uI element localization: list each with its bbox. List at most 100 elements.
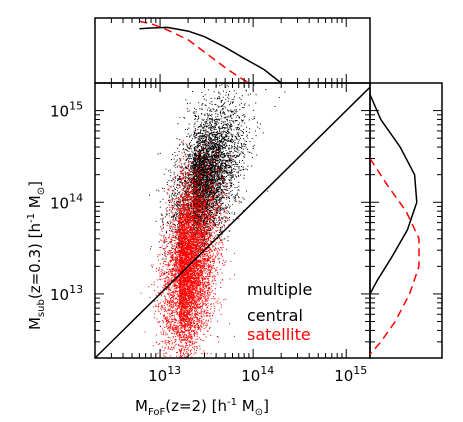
scatter-point — [210, 184, 212, 186]
scatter-point — [173, 192, 175, 194]
scatter-point — [241, 144, 243, 146]
scatter-point — [210, 187, 212, 189]
scatter-point — [202, 152, 204, 154]
scatter-point — [198, 146, 200, 148]
scatter-point — [173, 216, 175, 217]
scatter-point — [207, 151, 209, 153]
scatter-point — [227, 123, 229, 125]
scatter-point — [217, 175, 219, 177]
scatter-point — [216, 212, 218, 214]
scatter-point — [197, 224, 199, 226]
scatter-point — [215, 159, 217, 161]
scatter-point — [199, 144, 201, 146]
scatter-point — [220, 165, 222, 167]
scatter-point — [223, 179, 225, 181]
scatter-point — [190, 165, 192, 167]
scatter-point — [236, 111, 238, 113]
scatter-point — [183, 148, 185, 150]
scatter-point — [202, 212, 204, 214]
scatter-point — [220, 210, 222, 212]
scatter-point — [177, 204, 179, 206]
scatter-point — [214, 167, 216, 169]
scatter-point — [184, 117, 186, 119]
scatter-point — [220, 110, 222, 112]
scatter-point — [243, 107, 245, 108]
scatter-point — [201, 142, 203, 143]
scatter-point — [196, 162, 197, 164]
scatter-point — [210, 129, 212, 131]
scatter-point — [223, 175, 225, 177]
scatter-point — [208, 115, 210, 117]
scatter-point — [206, 144, 208, 146]
scatter-point — [215, 128, 217, 130]
scatter-point — [222, 111, 224, 113]
scatter-point — [174, 215, 176, 216]
scatter-point — [203, 168, 204, 170]
scatter-point — [223, 173, 225, 174]
scatter-point — [198, 155, 200, 157]
scatter-point — [199, 192, 201, 194]
scatter-point — [205, 123, 207, 125]
scatter-point — [210, 222, 212, 224]
scatter-point — [230, 173, 232, 174]
scatter-point — [205, 145, 207, 147]
scatter-point — [218, 144, 220, 146]
scatter-point — [218, 96, 220, 98]
scatter-point — [248, 131, 250, 133]
scatter-point — [193, 161, 195, 162]
right-marginal-panel — [369, 82, 443, 359]
scatter-point — [222, 217, 224, 219]
scatter-point — [169, 169, 171, 171]
scatter-point — [204, 144, 206, 146]
scatter-point — [178, 144, 180, 146]
scatter-point — [166, 231, 167, 233]
scatter-point — [228, 158, 230, 160]
scatter-point — [220, 132, 222, 134]
scatter-point — [230, 175, 232, 176]
scatter-point — [206, 157, 208, 159]
scatter-point — [207, 125, 209, 127]
scatter-point — [199, 179, 201, 181]
scatter-point — [196, 209, 198, 211]
scatter-point — [223, 138, 225, 140]
scatter-point — [211, 207, 213, 209]
scatter-point — [202, 148, 204, 150]
scatter-point — [201, 141, 203, 143]
scatter-point — [240, 174, 241, 176]
scatter-point — [214, 165, 216, 167]
scatter-point — [191, 150, 193, 152]
scatter-point — [172, 234, 174, 236]
scatter-point — [213, 156, 215, 158]
scatter-point — [175, 205, 177, 207]
scatter-point — [223, 238, 225, 240]
scatter-point — [204, 172, 206, 174]
scatter-point — [192, 112, 194, 114]
scatter-point — [225, 136, 227, 138]
scatter-point — [197, 223, 199, 225]
scatter-point — [222, 180, 224, 182]
scatter-point — [181, 222, 182, 224]
scatter-point — [196, 177, 198, 179]
scatter-point — [207, 148, 208, 150]
scatter-point — [191, 161, 193, 163]
scatter-point — [180, 167, 182, 169]
scatter-point — [197, 189, 199, 191]
scatter-point — [191, 232, 193, 234]
scatter-point — [204, 155, 206, 157]
scatter-point — [182, 170, 184, 172]
scatter-point — [198, 200, 200, 202]
scatter-point — [238, 132, 240, 134]
scatter-point — [210, 183, 211, 185]
scatter-point — [195, 161, 196, 163]
scatter-point — [198, 189, 200, 191]
scatter-point — [198, 204, 200, 206]
scatter-point — [224, 137, 225, 138]
scatter-point — [214, 123, 216, 125]
scatter-point — [219, 151, 220, 153]
scatter-point — [225, 186, 227, 188]
scatter-point — [243, 210, 245, 211]
scatter-point — [217, 155, 219, 157]
scatter-point — [207, 168, 209, 170]
scatter-point — [224, 127, 225, 129]
scatter-point — [235, 137, 237, 139]
